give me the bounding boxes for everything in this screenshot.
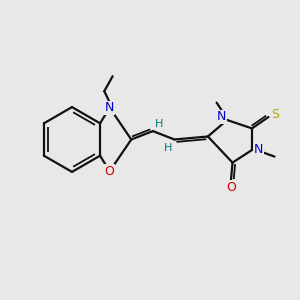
Text: H: H [155,118,164,129]
Text: S: S [271,107,279,121]
Text: N: N [254,143,263,156]
Text: O: O [105,165,115,178]
Text: H: H [164,143,172,153]
Text: O: O [226,181,236,194]
Text: N: N [217,110,226,124]
Text: N: N [105,101,114,114]
